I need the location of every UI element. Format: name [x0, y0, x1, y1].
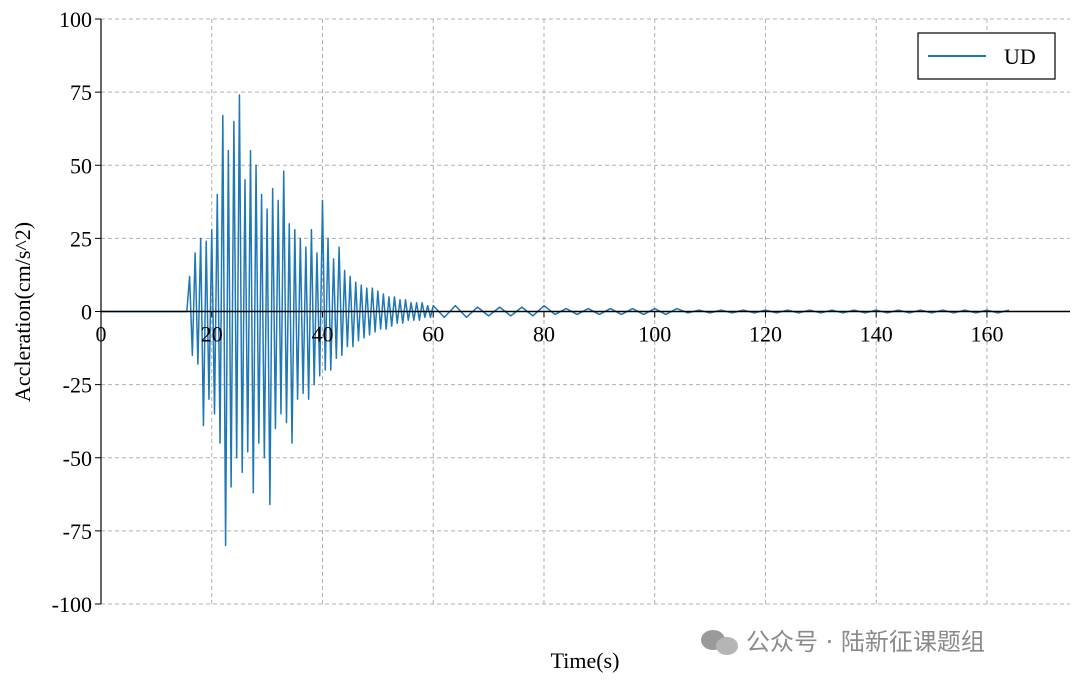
y-tick-label: 75: [70, 80, 92, 105]
x-tick-label: 140: [860, 322, 893, 347]
watermark: 公众号 · 陆新征课题组: [746, 628, 985, 656]
x-tick-label: 160: [970, 322, 1003, 347]
x-tick-label: 60: [422, 322, 444, 347]
x-tick-label: 20: [201, 322, 223, 347]
legend-label: UD: [1004, 44, 1036, 69]
data-line: [101, 94, 1010, 547]
x-tick-label: 120: [749, 322, 782, 347]
y-tick-label: 0: [81, 300, 92, 325]
y-tick-label: 100: [59, 7, 92, 32]
y-tick-label: 50: [70, 153, 92, 178]
x-axis-label: Time(s): [551, 648, 620, 673]
y-tick-label: -75: [63, 519, 92, 544]
y-tick-label: -50: [63, 446, 92, 471]
y-tick-label: -25: [63, 373, 92, 398]
y-tick-label: 25: [70, 226, 92, 251]
y-tick-label: -100: [52, 592, 92, 617]
x-tick-label: 80: [533, 322, 555, 347]
y-axis-label: Accleration(cm/s^2): [10, 222, 35, 402]
x-tick-label: 0: [96, 322, 107, 347]
watermark-icon: [701, 630, 738, 655]
legend: UD: [917, 32, 1056, 80]
x-tick-label: 40: [311, 322, 333, 347]
x-tick-label: 100: [638, 322, 671, 347]
